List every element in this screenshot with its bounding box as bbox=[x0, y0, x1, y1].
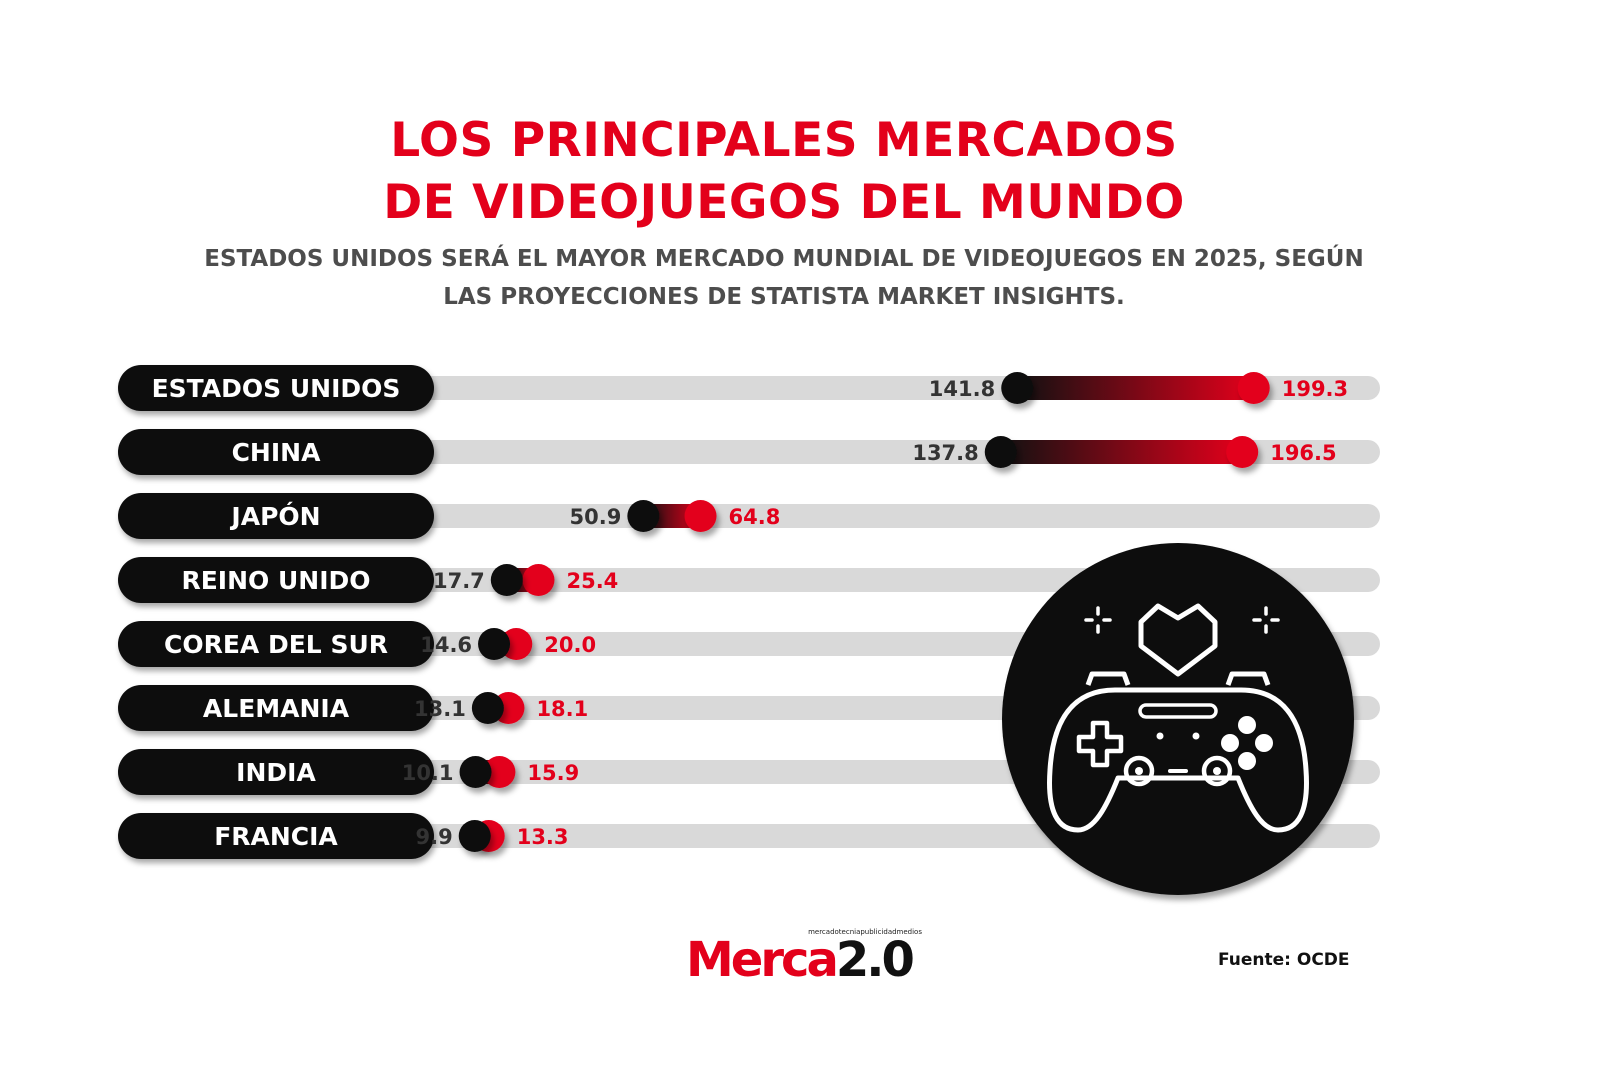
start-value-label: 137.8 bbox=[912, 441, 978, 465]
logo-word: Merca bbox=[686, 932, 839, 988]
end-value-dot bbox=[483, 756, 516, 788]
category-pill bbox=[118, 749, 434, 795]
start-value-dot bbox=[458, 820, 491, 852]
end-value-label: 64.8 bbox=[729, 505, 781, 529]
end-value-label: 18.1 bbox=[536, 697, 588, 721]
logo-brand: Merca2.0 bbox=[686, 932, 915, 988]
start-value-label: 141.8 bbox=[929, 377, 995, 401]
start-value-dot bbox=[478, 628, 511, 660]
start-value-label: 9.9 bbox=[416, 825, 453, 849]
category-label: REINO UNIDO bbox=[181, 566, 370, 595]
start-value-label: 17.7 bbox=[433, 569, 485, 593]
dumbbell-chart: ESTADOS UNIDOS 141.8 199.3 CHINA 137.8 196.5 J… bbox=[118, 365, 1380, 895]
category-pill bbox=[118, 493, 434, 539]
chart-title-line-1: LOS PRINCIPALES MERCADOS bbox=[390, 113, 1178, 168]
category-label: CHINA bbox=[232, 438, 321, 467]
logo-tagline: mercadotecniapublicidadmedios bbox=[808, 928, 922, 936]
range-connector bbox=[1017, 376, 1254, 400]
category-label: INDIA bbox=[236, 758, 316, 787]
category-pill bbox=[118, 813, 434, 859]
end-value-dot bbox=[522, 564, 555, 596]
end-value-dot bbox=[684, 500, 717, 532]
chart-title-line-2: DE VIDEOJUEGOS DEL MUNDO bbox=[383, 175, 1185, 230]
category-pill bbox=[118, 365, 434, 411]
end-value-dot bbox=[1237, 372, 1270, 404]
category-pill bbox=[118, 621, 434, 667]
chart-subtitle-line-1: ESTADOS UNIDOS SERÁ EL MAYOR MERCADO MUN… bbox=[204, 246, 1364, 272]
start-value-dot bbox=[459, 756, 492, 788]
category-label: JAPÓN bbox=[229, 501, 320, 531]
start-value-label: 10.1 bbox=[402, 761, 454, 785]
end-value-label: 25.4 bbox=[566, 569, 618, 593]
category-label: ESTADOS UNIDOS bbox=[152, 374, 401, 403]
end-value-dot bbox=[1226, 436, 1259, 468]
category-pill bbox=[118, 557, 434, 603]
end-value-label: 20.0 bbox=[544, 633, 596, 657]
end-value-dot bbox=[500, 628, 533, 660]
chart-title: LOS PRINCIPALES MERCADOS DE VIDEOJUEGOS … bbox=[0, 110, 1568, 234]
start-value-dot bbox=[490, 564, 523, 596]
chart-subtitle-line-2: LAS PROYECCIONES DE STATISTA MARKET INSI… bbox=[443, 284, 1125, 310]
chart-subtitle: ESTADOS UNIDOS SERÁ EL MAYOR MERCADO MUN… bbox=[0, 240, 1568, 316]
end-value-label: 13.3 bbox=[517, 825, 569, 849]
end-value-label: 15.9 bbox=[527, 761, 579, 785]
start-value-dot bbox=[984, 436, 1017, 468]
category-label: COREA DEL SUR bbox=[164, 630, 388, 659]
source-note: Fuente: OCDE bbox=[1218, 950, 1350, 970]
gamepad-heart-icon bbox=[1002, 543, 1354, 895]
start-value-label: 14.6 bbox=[420, 633, 472, 657]
logo-version: 2.0 bbox=[835, 932, 915, 988]
start-value-dot bbox=[471, 692, 504, 724]
start-value-label: 13.1 bbox=[414, 697, 466, 721]
category-label: FRANCIA bbox=[214, 822, 338, 851]
end-value-label: 196.5 bbox=[1270, 441, 1336, 465]
start-value-label: 50.9 bbox=[570, 505, 622, 529]
category-label: ALEMANIA bbox=[203, 694, 350, 723]
start-value-dot bbox=[1001, 372, 1034, 404]
start-value-dot bbox=[627, 500, 660, 532]
category-pill bbox=[118, 685, 434, 731]
end-value-label: 199.3 bbox=[1282, 377, 1348, 401]
category-pill bbox=[118, 429, 434, 475]
merca-logo: mercadotecniapublicidadmedios Merca2.0 bbox=[686, 928, 926, 992]
range-connector bbox=[1000, 440, 1243, 464]
track-bar bbox=[400, 504, 1380, 528]
